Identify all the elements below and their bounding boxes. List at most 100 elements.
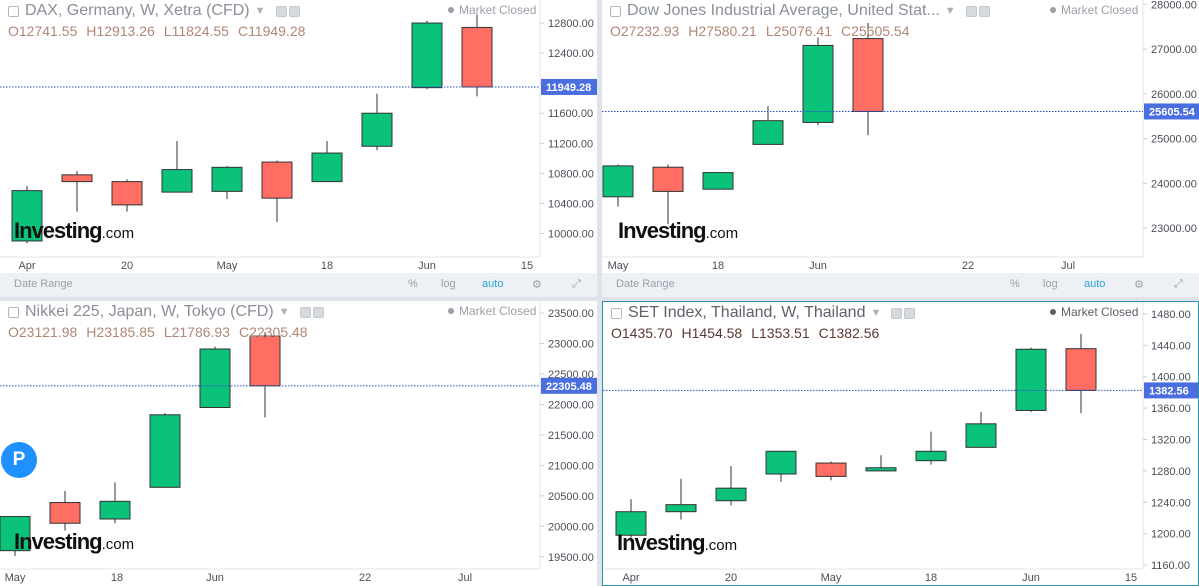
candle[interactable] <box>261 160 293 223</box>
chart-set-index[interactable]: 1480.00 1440.00 1400.00 1360.00 1320.00 1280.… <box>603 302 1199 586</box>
candle[interactable] <box>0 515 31 557</box>
candle-body <box>715 487 747 502</box>
candle[interactable] <box>1015 347 1047 413</box>
candle[interactable] <box>311 141 343 183</box>
candle[interactable] <box>61 171 93 212</box>
p-badge-button[interactable]: P <box>1 442 37 478</box>
candle[interactable] <box>865 455 897 472</box>
expand-icon[interactable]: ⤢ <box>572 278 581 290</box>
candle[interactable] <box>915 431 947 465</box>
candle[interactable] <box>702 172 734 190</box>
ohlc-open: O27232.93 <box>610 23 680 39</box>
ohlc-high: H27580.21 <box>688 23 757 39</box>
expand-icon[interactable]: ⤢ <box>1174 278 1183 290</box>
chart-title-bar[interactable]: Nikkei 225, Japan, W, Tokyo (CFD) ▼ <box>8 303 326 321</box>
market-status: Market Closed <box>1050 3 1138 17</box>
candle[interactable] <box>815 461 847 481</box>
candle[interactable] <box>49 490 81 531</box>
last-price-label: 22305.48 <box>546 381 592 393</box>
gear-icon[interactable] <box>312 306 324 318</box>
last-price-badge <box>541 78 597 95</box>
settings-icon[interactable] <box>965 5 977 17</box>
candle[interactable] <box>99 482 131 524</box>
y-tick-label: 26000.00 <box>1151 89 1197 101</box>
auto-toggle[interactable]: auto <box>1084 278 1106 290</box>
checkbox-icon[interactable] <box>8 5 19 17</box>
candle[interactable] <box>715 466 747 506</box>
candle[interactable] <box>111 179 143 212</box>
investing-logo: Investing.com <box>14 529 135 554</box>
chart-panel-dow-jones[interactable]: 28000.00 27000.00 26000.00 25000.00 24000.00… <box>602 0 1199 297</box>
candle-body <box>461 26 493 88</box>
y-tick-label: 22000.00 <box>548 399 594 411</box>
ohlc-close: C22305.48 <box>239 324 308 340</box>
date-range-button[interactable]: Date Range <box>616 278 675 290</box>
candle-body <box>49 502 81 524</box>
candle[interactable] <box>965 412 997 448</box>
y-tick-label: 1360.00 <box>1151 403 1191 415</box>
settings-icon[interactable] <box>891 307 903 319</box>
date-range-button[interactable]: Date Range <box>14 278 73 290</box>
candle-body <box>652 166 684 192</box>
candle[interactable] <box>752 105 784 145</box>
candle[interactable] <box>461 14 493 97</box>
candle[interactable] <box>411 20 443 90</box>
candle[interactable] <box>161 141 193 193</box>
ohlc-high: H12913.26 <box>86 23 155 39</box>
percent-toggle[interactable]: % <box>1010 278 1020 290</box>
chevron-down-icon[interactable]: ▼ <box>278 306 290 318</box>
candle-body <box>361 112 393 147</box>
candle[interactable] <box>802 37 834 126</box>
chevron-down-icon[interactable]: ▼ <box>870 307 882 319</box>
last-price-label: 11949.28 <box>546 82 591 94</box>
checkbox-icon[interactable] <box>611 307 622 319</box>
auto-toggle[interactable]: auto <box>482 278 504 290</box>
ohlc-readout: O27232.93 H27580.21 L25076.41 C25605.54 <box>610 23 919 39</box>
candle[interactable] <box>652 164 684 225</box>
chart-dax[interactable]: 12800.0012400.0012000.0011600.0011200.00… <box>0 0 597 273</box>
chart-panel-set-index[interactable]: 1480.00 1440.00 1400.00 1360.00 1320.00 1280.… <box>602 301 1199 586</box>
candle-body <box>915 450 947 462</box>
gear-icon[interactable] <box>978 5 990 17</box>
candle[interactable] <box>852 23 884 136</box>
candle[interactable] <box>602 164 634 207</box>
chart-dow-jones[interactable]: 28000.00 27000.00 26000.00 25000.00 24000.00… <box>602 0 1199 273</box>
checkbox-icon[interactable] <box>610 5 621 17</box>
chart-toolbar: Date Range % log auto ⚙ ⤢ <box>0 273 597 297</box>
chart-title-bar[interactable]: SET Index, Thailand, W, Thailand ▼ <box>611 304 917 322</box>
log-toggle[interactable]: log <box>1043 278 1058 290</box>
candle[interactable] <box>615 499 647 542</box>
percent-toggle[interactable]: % <box>408 278 418 290</box>
chart-panel-dax[interactable]: 12800.0012400.0012000.0011600.0011200.00… <box>0 0 597 297</box>
gear-icon[interactable] <box>904 307 916 319</box>
gear-icon[interactable]: ⚙ <box>1134 279 1144 291</box>
log-toggle[interactable]: log <box>441 278 456 290</box>
settings-icon[interactable] <box>275 5 287 17</box>
candle[interactable] <box>361 93 393 151</box>
chart-nikkei[interactable]: 23500.0023000.0022500.0022000.0021500.00… <box>0 301 597 586</box>
candle[interactable] <box>665 478 697 520</box>
candle[interactable] <box>11 186 43 244</box>
y-tick-label: 28000.00 <box>1151 0 1197 11</box>
y-tick-label: 1400.00 <box>1151 372 1191 384</box>
candle[interactable] <box>199 346 231 408</box>
x-tick-label: Apr <box>622 572 639 584</box>
ohlc-open: O12741.55 <box>8 23 78 39</box>
candle[interactable] <box>149 412 181 488</box>
candle[interactable] <box>765 450 797 482</box>
candle-body <box>311 152 343 183</box>
candle[interactable] <box>1065 333 1097 414</box>
checkbox-icon[interactable] <box>8 306 19 318</box>
chart-title-bar[interactable]: Dow Jones Industrial Average, United Sta… <box>610 2 992 20</box>
candle[interactable] <box>211 165 243 199</box>
chart-title-bar[interactable]: DAX, Germany, W, Xetra (CFD) ▼ <box>8 2 302 20</box>
y-tick-label: 1480.00 <box>1151 309 1191 321</box>
candle[interactable] <box>249 332 281 418</box>
chart-panel-nikkei[interactable]: 23500.00 23000.00 22500.00 22000.00 21500.00… <box>0 301 597 586</box>
gear-icon[interactable] <box>288 5 300 17</box>
chevron-down-icon[interactable]: ▼ <box>944 5 956 17</box>
settings-icon[interactable] <box>299 306 311 318</box>
x-tick-label: May <box>5 572 26 584</box>
gear-icon[interactable]: ⚙ <box>532 279 542 291</box>
chevron-down-icon[interactable]: ▼ <box>254 5 266 17</box>
